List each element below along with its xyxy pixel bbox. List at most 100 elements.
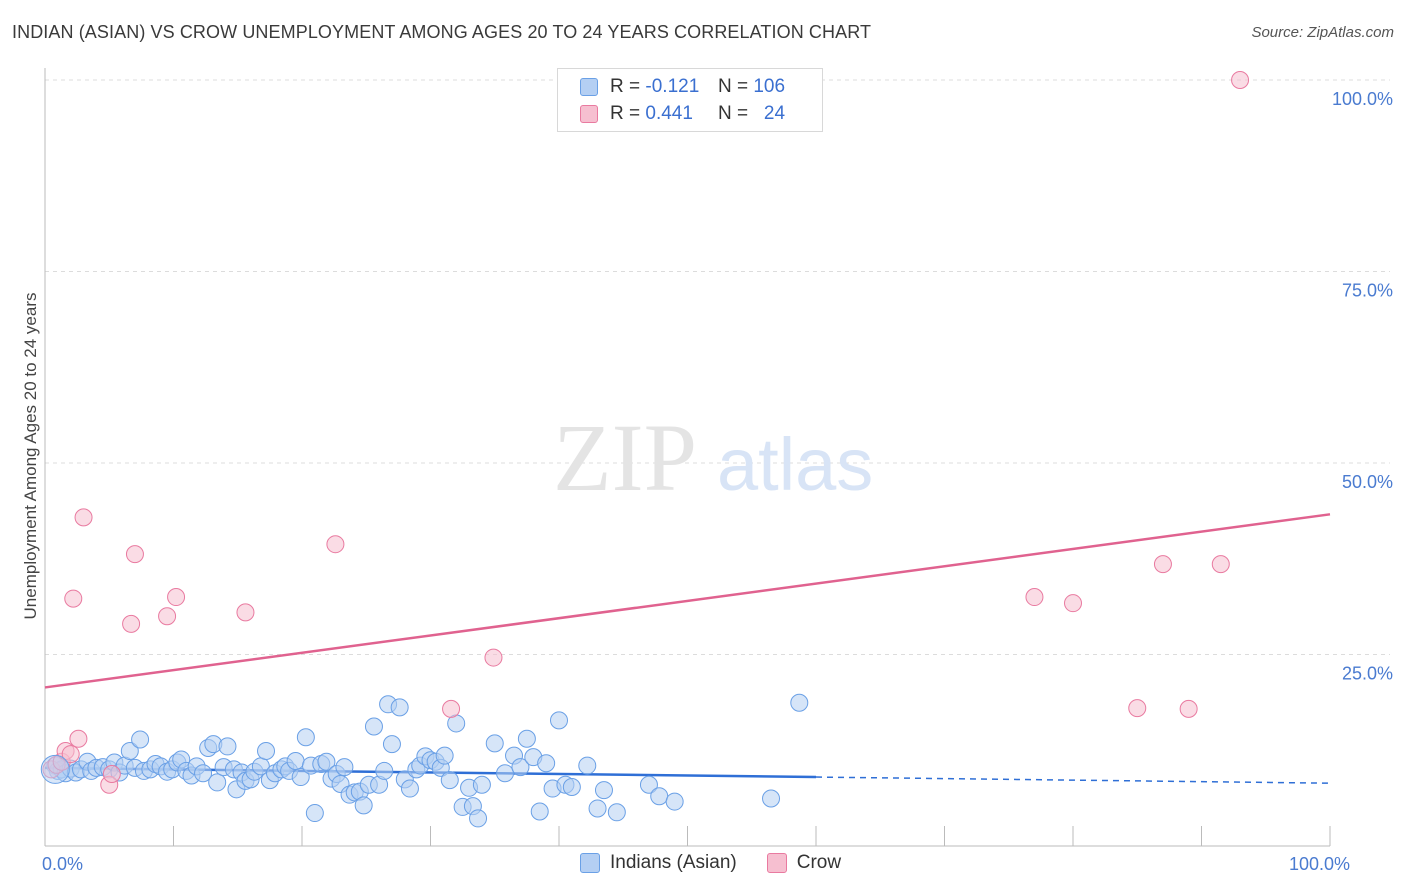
crow-point-14 (236, 603, 255, 622)
watermark-zip: ZIP (553, 404, 697, 511)
crow-point-23 (1211, 555, 1230, 574)
legend-swatch-indians-icon (580, 853, 600, 873)
r-label: R = (610, 76, 641, 97)
indians-point-78 (435, 746, 454, 765)
crow-point-20 (1128, 699, 1147, 718)
crow-point-12 (158, 607, 177, 626)
n-label: N = (717, 103, 749, 124)
crow-point-21 (1153, 555, 1172, 574)
indians-point-58 (335, 758, 354, 777)
indians-point-86 (485, 734, 504, 753)
r-label: R = (610, 103, 641, 124)
r-value: -0.121 (645, 76, 700, 97)
swatch-indians-icon (580, 78, 598, 96)
indians-point-104 (665, 792, 684, 811)
indians-point-79 (440, 771, 459, 790)
watermark: ZIP atlas (553, 404, 873, 511)
indians-point-84 (469, 809, 488, 828)
y-tick-label-0: 25.0% (1342, 664, 1393, 684)
x-tick-label-1: 100.0% (1289, 854, 1350, 874)
indians-point-95 (550, 711, 568, 730)
crow-point-17 (484, 648, 503, 667)
indians-point-92 (530, 802, 549, 821)
indians-point-99 (588, 799, 607, 818)
legend-label-indians: Indians (Asian) (610, 852, 737, 873)
n-label: N = (717, 76, 749, 97)
legend-label-crow: Crow (796, 852, 842, 873)
crow-point-22 (1179, 699, 1198, 718)
tick-labels: 25.0% 50.0% 75.0% 100.0% 0.0% 100.0% (42, 89, 1393, 874)
stats-row-crow: R = 0.441 N = 24 (580, 101, 785, 127)
crow-trend-line (44, 513, 1331, 689)
indians-cluster-point (40, 754, 70, 784)
indians-point-68 (382, 735, 401, 754)
crow-point-15 (326, 535, 345, 554)
legend-item-crow: Crow (766, 852, 842, 874)
indians-point-49 (291, 768, 310, 787)
indians-point-69 (390, 698, 409, 717)
grid-lines (45, 79, 1390, 655)
indians-point-17 (131, 730, 150, 749)
indians-point-105 (762, 789, 781, 808)
series-legend: Indians (Asian) Crow (580, 852, 871, 874)
indians-point-64 (364, 717, 383, 736)
trend-lines (44, 513, 1331, 784)
crow-point-7 (74, 508, 93, 527)
indians-point-52 (305, 804, 324, 823)
y-tick-label-3: 100.0% (1332, 89, 1393, 109)
data-points (40, 71, 1250, 828)
stats-row-indians: R = -0.121 N = 106 (580, 74, 785, 100)
x-tick-label-0: 0.0% (42, 854, 83, 874)
indians-point-85 (472, 775, 491, 794)
crow-point-5 (64, 589, 83, 608)
indians-point-42 (257, 742, 276, 761)
axes (44, 68, 1331, 847)
indians-point-98 (578, 756, 597, 775)
indians-point-106 (790, 693, 809, 712)
indians-point-103 (650, 787, 669, 806)
indians-point-15 (120, 742, 139, 761)
crow-point-24 (1231, 71, 1250, 89)
chart-title: INDIAN (ASIAN) VS CROW UNEMPLOYMENT AMON… (12, 22, 872, 42)
indians-point-90 (517, 729, 536, 748)
indians-point-34 (218, 737, 237, 756)
indians-trend-extension (815, 776, 1331, 784)
crow-point-11 (125, 545, 144, 564)
y-tick-label-1: 50.0% (1342, 472, 1393, 492)
crow-point-9 (102, 764, 121, 783)
indians-point-29 (194, 764, 213, 783)
n-value: 24 (763, 103, 786, 124)
n-value: 106 (753, 76, 786, 97)
indians-point-50 (296, 728, 315, 747)
crow-point-18 (1025, 588, 1044, 607)
chart-source: Source: ZipAtlas.com (1251, 24, 1394, 41)
indians-point-48 (286, 751, 305, 770)
indians-point-87 (496, 764, 515, 783)
crow-point-13 (167, 588, 186, 607)
indians-point-62 (354, 796, 373, 815)
crow-point-4 (61, 745, 80, 764)
stats-legend: R = -0.121 N = 106 R = 0.441 N = 24 (557, 68, 823, 132)
y-axis-label: Unemployment Among Ages 20 to 24 years (21, 293, 40, 620)
swatch-crow-icon (580, 105, 598, 123)
indians-point-71 (400, 779, 419, 798)
indians-point-101 (607, 803, 626, 822)
indians-point-54 (317, 752, 336, 771)
indians-point-102 (639, 775, 658, 794)
y-tick-label-2: 75.0% (1342, 281, 1393, 301)
watermark-atlas: atlas (717, 423, 873, 506)
crow-point-16 (442, 699, 461, 718)
legend-swatch-crow-icon (766, 853, 787, 873)
crow-point-19 (1064, 594, 1082, 613)
indians-point-93 (537, 754, 556, 773)
r-value: 0.441 (645, 103, 693, 124)
indians-point-66 (375, 761, 394, 780)
legend-item-indians: Indians (Asian) (580, 852, 737, 874)
indians-point-100 (594, 781, 613, 800)
indians-point-97 (562, 778, 581, 797)
crow-point-10 (122, 614, 141, 633)
crow-point-6 (69, 729, 88, 748)
indians-point-32 (208, 773, 227, 792)
indians-point-89 (511, 758, 530, 777)
